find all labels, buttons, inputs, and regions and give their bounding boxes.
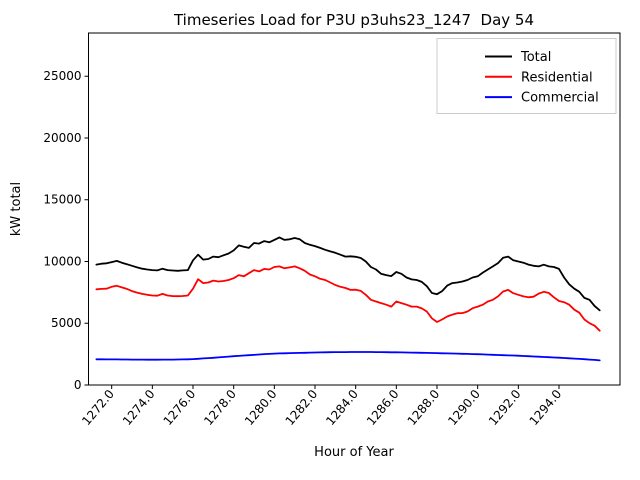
x-tick-label: 1294.0 (527, 387, 565, 428)
legend-label-commercial: Commercial (521, 91, 599, 106)
y-tick-label: 20000 (43, 131, 81, 145)
y-tick-label: 10000 (43, 254, 81, 268)
series-line-residential (95, 265, 601, 332)
x-tick-label: 1274.0 (120, 387, 158, 428)
chart-title: Timeseries Load for P3U p3uhs23_1247 Day… (173, 11, 534, 30)
axes-frame (88, 32, 621, 386)
series-line-total (95, 236, 601, 312)
x-axis-label: Hour of Year (314, 445, 394, 460)
x-tick-label: 1284.0 (323, 387, 361, 428)
x-tick-label: 1276.0 (161, 387, 199, 428)
x-tick-label: 1272.0 (79, 387, 117, 428)
y-tick-label: 25000 (43, 69, 81, 83)
legend-box (436, 38, 617, 114)
x-tick-label: 1292.0 (486, 387, 524, 428)
x-tick-label: 1286.0 (364, 387, 402, 428)
x-tick-label: 1278.0 (201, 387, 239, 428)
y-tick-label: 5000 (51, 316, 82, 330)
x-tick-label: 1282.0 (283, 387, 321, 428)
y-tick-label: 0 (74, 378, 82, 392)
y-axis-label: kW total (9, 182, 24, 236)
legend-label-total: Total (520, 50, 551, 65)
x-tick-label: 1290.0 (445, 387, 483, 428)
legend-label-residential: Residential (521, 70, 593, 85)
x-tick-label: 1288.0 (405, 387, 443, 428)
series-line-commercial (95, 351, 601, 362)
x-tick-label: 1280.0 (242, 387, 280, 428)
y-tick-label: 15000 (43, 193, 81, 207)
